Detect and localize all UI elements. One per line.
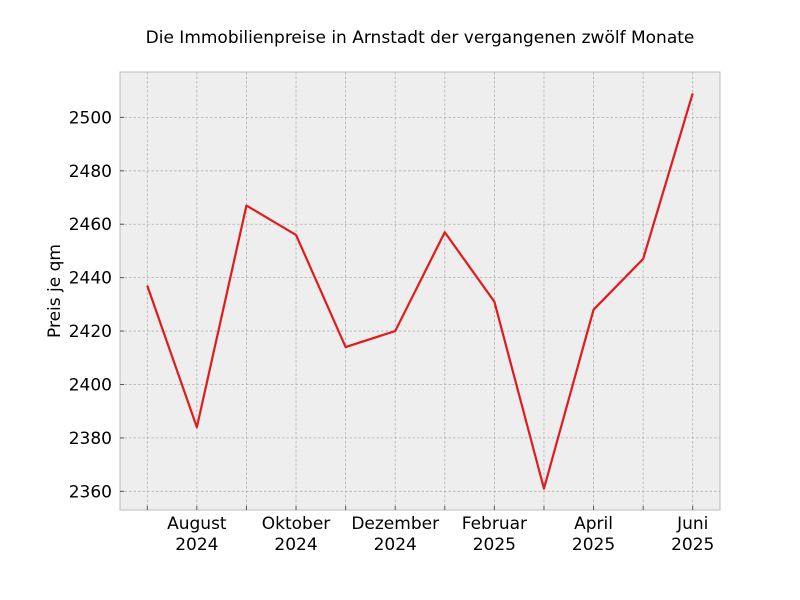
y-tick-label: 2360 [69, 482, 112, 502]
x-tick-label: Juni 2025 [671, 514, 714, 555]
x-tick-label-month: April [574, 514, 613, 534]
plot-area [119, 71, 721, 511]
x-tick-label: Dezember 2024 [351, 514, 439, 555]
x-tick-label: April 2025 [572, 514, 615, 555]
x-tick-label: August 2024 [167, 514, 227, 555]
y-tick-label: 2480 [69, 162, 112, 182]
x-tick-label-month: Februar [462, 514, 527, 534]
x-tick-label-year: 2025 [473, 535, 516, 555]
x-tick-label-year: 2025 [671, 535, 714, 555]
y-tick-label: 2420 [69, 322, 112, 342]
y-axis: 2360 2380 2400 2420 2440 2460 2480 2500 [69, 108, 124, 502]
x-tick-label-year: 2024 [175, 535, 218, 555]
series-layer [146, 93, 694, 490]
x-tick-label-year: 2024 [274, 535, 317, 555]
x-tick-label-year: 2024 [374, 535, 417, 555]
x-tick-label-month: Juni [676, 514, 708, 534]
x-tick-label: Oktober 2024 [262, 514, 331, 555]
chart-title: Die Immobilienpreise in Arnstadt der ver… [146, 28, 695, 48]
x-tick-label-month: Oktober [262, 514, 331, 534]
y-tick-label: 2380 [69, 429, 112, 449]
y-tick-label: 2500 [69, 108, 112, 128]
x-tick-label-month: Dezember [351, 514, 439, 534]
x-tick-label-year: 2025 [572, 535, 615, 555]
series-line [146, 93, 694, 490]
y-tick-label: 2440 [69, 269, 112, 289]
x-tick-label: Februar 2025 [462, 514, 527, 555]
y-tick-label: 2400 [69, 375, 112, 395]
y-tick-label: 2460 [69, 215, 112, 235]
x-tick-label-month: August [167, 514, 227, 534]
grid-lines [120, 72, 720, 510]
y-axis-label: Preis je qm [45, 244, 65, 338]
